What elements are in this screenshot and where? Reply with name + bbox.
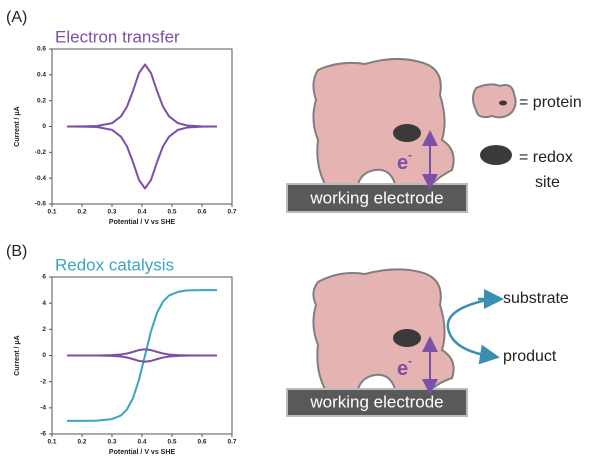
substrate-label: substrate [503, 290, 569, 307]
y-tick-label: 0 [42, 352, 46, 359]
x-tick-label: 0.5 [167, 209, 176, 216]
x-tick-label: 0.6 [197, 209, 206, 216]
data-line [67, 289, 217, 422]
x-axis-label: Potential / V vs SHE [109, 449, 175, 456]
x-axis-label: Potential / V vs SHE [109, 219, 175, 226]
x-tick-label: 0.6 [197, 439, 206, 446]
legend-label: site [535, 174, 560, 191]
protein-icon [472, 83, 517, 119]
catalysis-arrow [446, 297, 500, 365]
diagram-b: working electrode e- substrate product [286, 268, 569, 417]
panel-label: (B) [6, 243, 27, 260]
electron: e [397, 152, 408, 174]
chart-title: Electron transfer [55, 27, 180, 46]
x-tick-label: 0.1 [47, 209, 56, 216]
y-tick-label: -4 [40, 405, 46, 412]
y-axis-label: Current / μA [14, 106, 21, 146]
product-label: product [503, 348, 557, 365]
y-tick-label: -6 [40, 431, 46, 438]
y-tick-label: 0 [42, 123, 46, 130]
electron-charge: - [408, 148, 412, 162]
x-tick-label: 0.4 [137, 439, 146, 446]
x-tick-label: 0.3 [107, 209, 116, 216]
electrode-label: working electrode [309, 392, 443, 411]
y-tick-label: 2 [42, 326, 46, 333]
y-axis-label: Current / μA [14, 335, 21, 375]
legend-label: = protein [519, 94, 582, 111]
data-line [66, 63, 218, 128]
redox-site-icon [480, 145, 512, 165]
y-tick-label: 0.4 [37, 72, 46, 79]
x-tick-label: 0.5 [167, 439, 176, 446]
y-tick-label: 4 [42, 300, 46, 307]
redox-site [393, 124, 421, 142]
y-tick-label: -0.4 [35, 175, 47, 182]
panel-label: (A) [6, 9, 27, 26]
redox-site [393, 329, 421, 347]
data-line [66, 125, 218, 190]
protein [312, 58, 455, 185]
diagram-a: working electrode e- = protein = redox s… [286, 58, 582, 213]
legend-label: = redox [519, 149, 573, 166]
electron-label: e- [397, 148, 412, 174]
electron-label: e- [397, 354, 412, 380]
y-tick-label: 0.2 [37, 97, 46, 104]
y-tick-label: -0.2 [35, 149, 47, 156]
protein [312, 268, 455, 390]
x-tick-label: 0.3 [107, 439, 116, 446]
x-tick-label: 0.1 [47, 439, 56, 446]
x-tick-label: 0.4 [137, 209, 146, 216]
y-tick-label: -2 [40, 378, 46, 385]
x-tick-label: 0.7 [227, 209, 236, 216]
y-tick-label: 0.6 [37, 46, 46, 53]
y-tick-label: 6 [42, 274, 46, 281]
electrode-label: working electrode [309, 188, 443, 207]
x-tick-label: 0.2 [77, 439, 86, 446]
electron-charge: - [408, 354, 412, 368]
electron: e [397, 358, 408, 380]
y-tick-label: -0.6 [35, 201, 47, 208]
x-tick-label: 0.7 [227, 439, 236, 446]
chart-title: Redox catalysis [55, 255, 174, 274]
data-line [66, 354, 218, 363]
redox-site-icon [499, 100, 507, 106]
x-tick-label: 0.2 [77, 209, 86, 216]
